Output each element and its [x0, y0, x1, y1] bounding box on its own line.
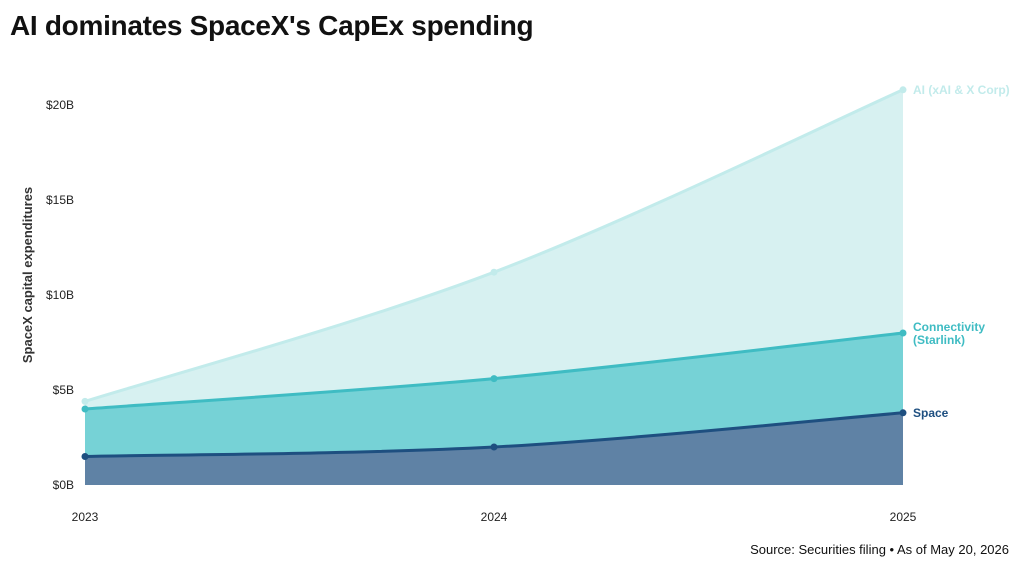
- series-label-2: AI (xAI & X Corp): [913, 83, 1010, 97]
- y-tick-label: $20B: [46, 98, 74, 112]
- chart-title: AI dominates SpaceX's CapEx spending: [10, 10, 534, 41]
- y-tick-label: $5B: [53, 383, 74, 397]
- y-tick-label: $15B: [46, 193, 74, 207]
- y-axis-label: SpaceX capital expenditures: [20, 187, 35, 363]
- data-point-1-0: [81, 405, 89, 413]
- point-layer: [81, 86, 907, 460]
- x-tick-label: 2025: [890, 510, 917, 524]
- data-point-2-1: [490, 268, 498, 276]
- series-labels: Space Connectivity (Starlink) AI (xAI & X C…: [913, 83, 1010, 420]
- x-tick-label: 2024: [481, 510, 508, 524]
- area-2: [85, 89, 903, 410]
- data-point-0-0: [81, 453, 89, 460]
- source-note: Source: Securities filing • As of May 20…: [750, 542, 1009, 557]
- y-axis: $0B $5B $10B $15B $20B: [46, 98, 74, 492]
- series-label-1: Connectivity (Starlink): [913, 320, 985, 347]
- data-point-0-2: [899, 409, 907, 417]
- series-label-0: Space: [913, 406, 949, 420]
- y-tick-label: $0B: [53, 478, 74, 492]
- data-point-1-2: [899, 329, 907, 337]
- area-layer: [85, 89, 903, 485]
- x-tick-label: 2023: [72, 510, 99, 524]
- y-tick-label: $10B: [46, 288, 74, 302]
- data-point-2-0: [81, 397, 89, 405]
- area-1: [85, 333, 903, 457]
- data-point-2-2: [899, 86, 907, 94]
- data-point-0-1: [490, 443, 498, 451]
- x-axis: 2023 2024 2025: [72, 510, 917, 524]
- data-point-1-1: [490, 375, 498, 383]
